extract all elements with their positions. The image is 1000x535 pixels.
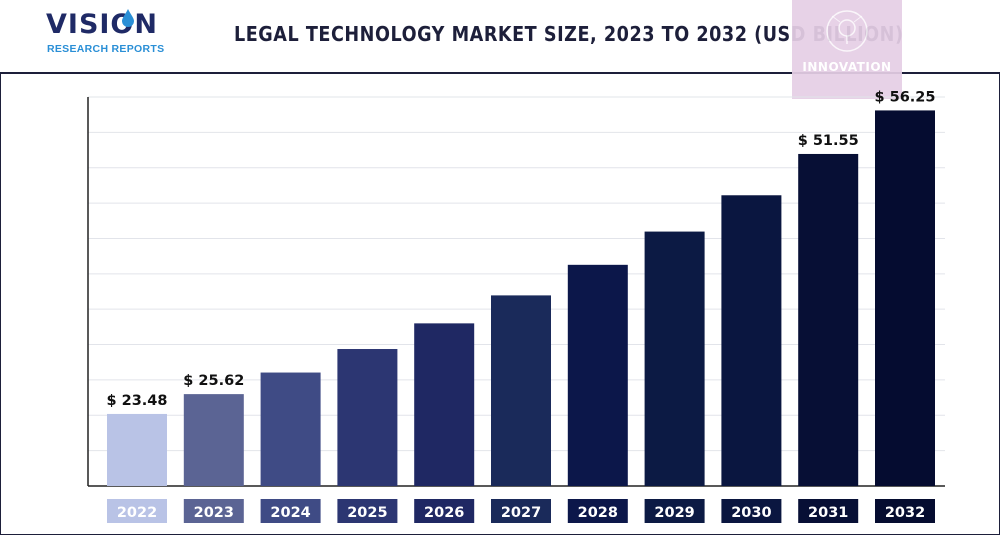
x-tick-box-2025 <box>337 499 398 523</box>
lightbulb-icon <box>826 10 868 52</box>
x-tick-label-2032: 2032 <box>885 505 925 521</box>
x-tick-label-2027: 2027 <box>501 505 541 521</box>
x-tick-box-2026 <box>414 499 475 523</box>
x-tick-box-2030 <box>721 499 782 523</box>
x-tick-label-2024: 2024 <box>270 505 310 521</box>
bar-2030 <box>721 195 782 487</box>
x-tick-label-2030: 2030 <box>731 505 771 521</box>
x-tick-label-2022: 2022 <box>117 505 157 521</box>
x-tick-box-2024 <box>260 499 321 523</box>
bar-2022 <box>107 413 167 486</box>
bar-2029 <box>644 231 705 486</box>
x-tick-box-2029 <box>644 499 705 523</box>
x-tick-label-2029: 2029 <box>654 505 694 521</box>
x-tick-label-2026: 2026 <box>424 505 464 521</box>
data-label-2022: $ 23.48 <box>106 393 167 409</box>
x-tick-label-2023: 2023 <box>194 505 234 521</box>
data-label-2032: $ 56.25 <box>874 89 935 105</box>
x-tick-box-2022 <box>107 499 167 523</box>
x-tick-label-2028: 2028 <box>578 505 618 521</box>
x-tick-label-2025: 2025 <box>347 505 387 521</box>
droplet-icon <box>122 9 134 27</box>
bar-2032 <box>875 110 935 487</box>
chart-title: LEGAL TECHNOLOGY MARKET SIZE, 2023 TO 20… <box>234 22 904 46</box>
bar-2024 <box>260 372 321 486</box>
bar-2026 <box>414 323 475 486</box>
bar-2025 <box>337 349 398 486</box>
bar-2031 <box>798 153 859 487</box>
logo-subtext: RESEARCH REPORTS <box>47 43 165 55</box>
x-tick-box-2027 <box>491 499 551 523</box>
x-tick-box-2031 <box>798 499 859 523</box>
data-label-2031: $ 51.55 <box>798 133 859 149</box>
bar-2028 <box>567 264 628 486</box>
x-tick-box-2028 <box>567 499 628 523</box>
bar-2027 <box>491 295 551 486</box>
watermark-label: INNOVATION <box>802 60 892 74</box>
data-label-2023: $ 25.62 <box>183 373 244 389</box>
x-tick-label-2031: 2031 <box>808 505 848 521</box>
brand-logo: VISION RESEARCH REPORTS <box>46 9 166 62</box>
innovation-watermark: INNOVATION <box>792 0 902 99</box>
bar-2023 <box>183 394 244 486</box>
x-tick-box-2032 <box>875 499 935 523</box>
logo-text: VISION <box>46 9 158 40</box>
x-tick-box-2023 <box>183 499 244 523</box>
